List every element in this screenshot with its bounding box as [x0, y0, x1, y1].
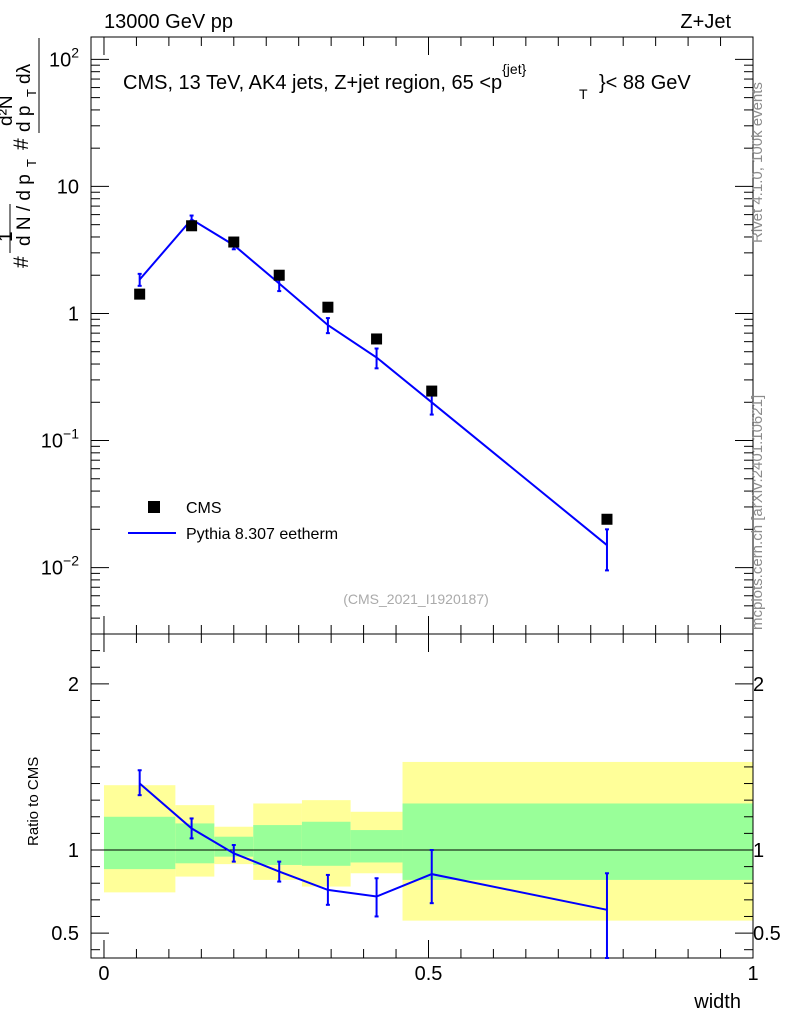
pythia-line — [138, 218, 608, 546]
ratio-band-green — [402, 803, 753, 880]
analysis-watermark: (CMS_2021_I1920187) — [343, 591, 489, 607]
ratio-ytick-label-right: 1 — [753, 840, 764, 862]
ratio-xlabel: width — [693, 991, 741, 1013]
main-frame — [90, 36, 754, 635]
ratio-ytick-label-right: 2 — [753, 674, 764, 696]
ratio-ytick-label: 0.5 — [51, 923, 79, 945]
ratio-bands — [91, 761, 753, 921]
main-title: CMS, 13 TeV, AK4 jets, Z+jet region, 65 … — [123, 61, 691, 102]
main-tick-labels: 102 10 1 10−1 10−2 — [41, 44, 79, 579]
ratio-band-green — [350, 830, 403, 863]
ratio-series — [137, 769, 609, 959]
main-ytick-label: 10 — [57, 176, 79, 198]
main-panel: 102 10 1 10−1 10−2 CMS, 13 TeV, AK4 jets, Z+… — [41, 36, 754, 635]
ratio-panel: 0.5 0.5 1 1 2 2 0 0.5 1 — [51, 633, 781, 985]
ratio-xtick-label: 1 — [747, 963, 758, 985]
ratio-band-green — [253, 825, 302, 865]
main-ytick-label: 1 — [68, 303, 79, 325]
header-right: Z+Jet — [680, 11, 731, 33]
rivet-label: Rivet 4.1.0, 100k events — [749, 82, 766, 243]
ratio-ylabel: Ratio to CMS — [25, 757, 42, 846]
cms-data-point — [186, 220, 198, 232]
ratio-ytick-label: 1 — [68, 840, 79, 862]
ratio-frame — [90, 633, 754, 959]
main-ytick-label: 10−2 — [41, 553, 79, 580]
ratio-band-green — [301, 821, 351, 866]
ratio-tick-labels: 0.5 0.5 1 1 2 2 0 0.5 1 — [51, 674, 781, 985]
main-ytick-label: 10−1 — [41, 426, 79, 453]
ratio-band-green — [103, 816, 176, 870]
ratio-ytick-label-right: 0.5 — [753, 923, 781, 945]
ratio-ticks — [91, 634, 754, 958]
cms-data-point — [134, 288, 146, 300]
legend-cms-marker — [148, 501, 160, 513]
cms-data-point — [426, 385, 438, 397]
main-ticks — [91, 37, 754, 635]
cms-data-point — [322, 301, 334, 313]
legend: CMS Pythia 8.307 eetherm — [128, 500, 338, 543]
ratio-xtick-label: 0 — [98, 963, 109, 985]
legend-cms-label: CMS — [186, 500, 222, 517]
header-left: 13000 GeV pp — [104, 11, 233, 33]
cms-data-point — [601, 513, 613, 525]
main-ytick-label: 102 — [49, 44, 79, 71]
ratio-ytick-label: 2 — [68, 674, 79, 696]
cms-data-point — [371, 333, 383, 345]
legend-pythia-label: Pythia 8.307 eetherm — [186, 526, 338, 543]
svg-text:#1 d N / d pT #: #1 d N / d pT # d²N d pTdλ — [0, 63, 41, 268]
ratio-pythia-line — [139, 782, 608, 911]
cms-data-point — [228, 236, 240, 248]
main-ylabel: #1 d N / d pT # d²N d pTdλ — [0, 63, 41, 268]
main-series — [134, 214, 613, 572]
mcplots-label: mcplots.cern.ch [arXiv:2401.10621] — [749, 394, 766, 630]
ratio-xtick-label: 0.5 — [415, 963, 443, 985]
cms-data-point — [273, 269, 285, 281]
